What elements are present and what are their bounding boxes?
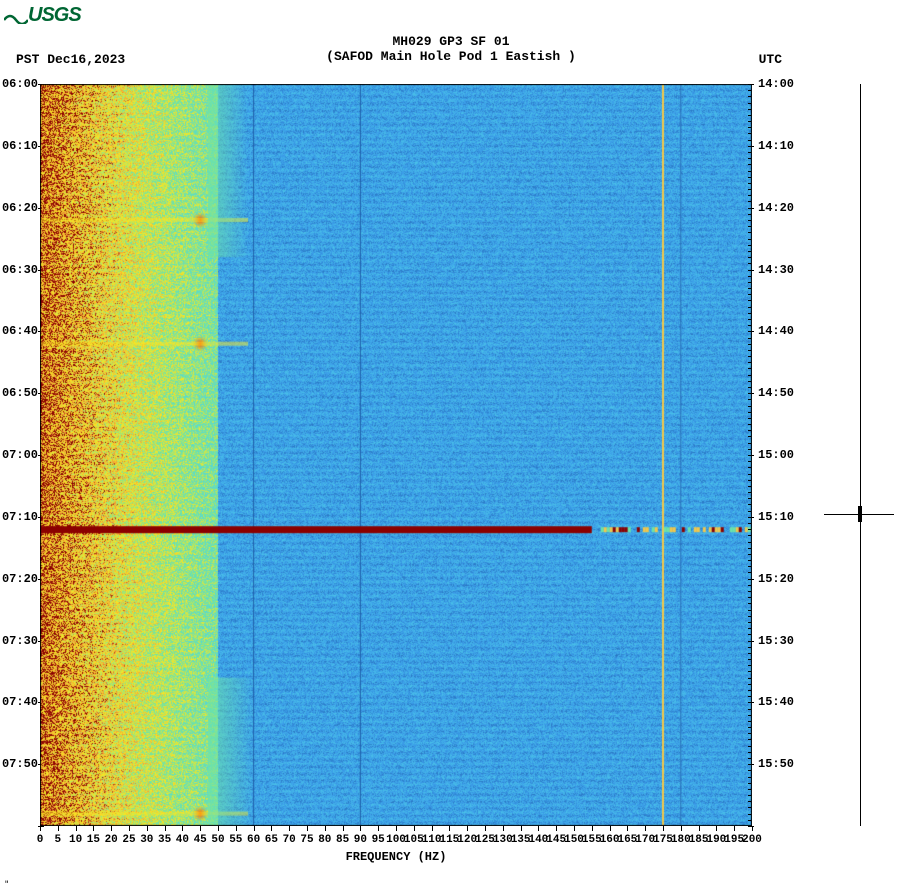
footer-blip: " [4,880,9,890]
usgs-logo: USGS [4,4,81,27]
x-tick-label: 25 [122,834,135,846]
y-tick-label: 06:10 [2,139,38,153]
x-tick-label: 5 [54,834,61,846]
y-axis-right: 14:0014:1014:2014:3014:4014:5015:0015:10… [752,84,804,826]
x-tick-label: 0 [37,834,44,846]
y-tick-label: 15:40 [758,695,794,709]
y-tick-label: 06:40 [2,324,38,338]
x-tick-label: 90 [354,834,367,846]
y-tick-label: 15:50 [758,757,794,771]
y-tick-label: 06:00 [2,77,38,91]
title-line-1: MH029 GP3 SF 01 [392,34,509,49]
y-tick-label: 14:30 [758,263,794,277]
x-tick-label: 20 [105,834,118,846]
y-tick-label: 07:20 [2,572,38,586]
x-tick-label: 50 [211,834,224,846]
x-tick-label: 65 [265,834,278,846]
date-label: PST Dec16,2023 [16,52,125,67]
spectrogram-canvas [40,84,752,826]
y-tick-label: 15:00 [758,448,794,462]
y-tick-label: 14:20 [758,201,794,215]
y-tick-label: 14:50 [758,386,794,400]
x-tick-label: 95 [372,834,385,846]
y-tick-label: 14:40 [758,324,794,338]
x-tick-label: 80 [318,834,331,846]
y-tick-label: 07:30 [2,634,38,648]
x-tick-label: 45 [194,834,207,846]
y-tick-label: 14:10 [758,139,794,153]
y-tick-label: 15:30 [758,634,794,648]
x-tick-label: 40 [176,834,189,846]
y-tick-label: 07:00 [2,448,38,462]
y-tick-label: 07:10 [2,510,38,524]
y-tick-label: 14:00 [758,77,794,91]
x-tick-label: 55 [229,834,242,846]
y-tick-label: 07:40 [2,695,38,709]
y-tick-label: 15:20 [758,572,794,586]
y-axis-left: 06:0006:1006:2006:3006:4006:5007:0007:10… [0,84,40,826]
utc-label: UTC [759,52,782,67]
y-tick-label: 07:50 [2,757,38,771]
x-axis-label: FREQUENCY (HZ) [40,850,752,864]
y-tick-label: 06:30 [2,263,38,277]
x-tick-label: 10 [69,834,82,846]
x-tick-label: 70 [283,834,296,846]
x-tick-label: 200 [742,834,762,846]
x-tick-label: 60 [247,834,260,846]
spectrogram-plot [40,84,752,826]
x-tick-label: 35 [158,834,171,846]
y-tick-label: 15:10 [758,510,794,524]
x-tick-label: 85 [336,834,349,846]
x-tick-label: 30 [140,834,153,846]
x-tick-label: 15 [87,834,100,846]
x-tick-label: 75 [300,834,313,846]
y-tick-label: 06:50 [2,386,38,400]
y-tick-label: 06:20 [2,201,38,215]
